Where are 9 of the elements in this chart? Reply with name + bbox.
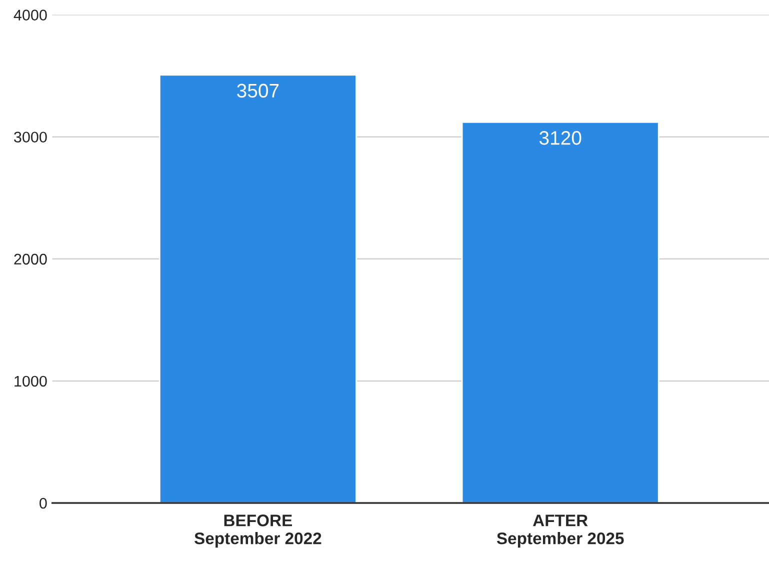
data-label: 3120: [539, 131, 582, 145]
x-tick-label: BEFORE September 2022: [194, 514, 322, 548]
data-label: 3507: [237, 84, 279, 98]
y-tick-label: 1000: [14, 376, 47, 387]
y-tick-label: 2000: [14, 254, 47, 265]
x-tick-label: AFTER September 2025: [496, 514, 624, 548]
y-tick-label: 3000: [14, 132, 47, 143]
y-tick-label: 0: [40, 498, 47, 509]
y-tick-label: 4000: [14, 10, 47, 20]
